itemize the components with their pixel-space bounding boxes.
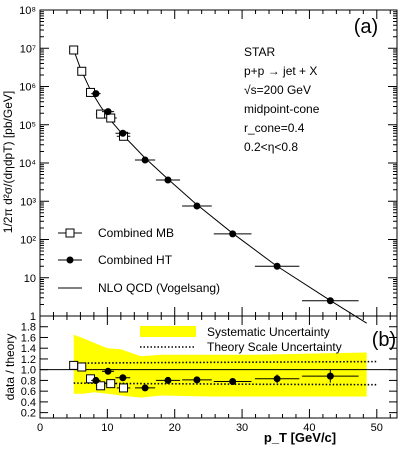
ht-ratio-point xyxy=(273,375,281,383)
y-tick-label-a: 1 xyxy=(30,311,36,323)
legend-a: Combined MB Combined HT NLO QCD (Vogelsa… xyxy=(58,226,220,295)
y-tick-label-a: 10³ xyxy=(20,196,36,208)
x-axis-label: p_T [GeV/c] xyxy=(264,430,336,445)
legend-mb-label: Combined MB xyxy=(98,226,174,240)
y-tick-label-a: 10⁴ xyxy=(19,158,36,170)
ht-ratio-point xyxy=(92,376,100,384)
ht-ratio-point xyxy=(193,376,201,384)
y-tick-label-b: 0.2 xyxy=(21,408,36,420)
x-tick-label: 10 xyxy=(101,422,113,434)
ht-ratio-point xyxy=(119,374,127,382)
y-tick-label-a: 10⁵ xyxy=(19,120,36,132)
x-tick-label: 20 xyxy=(169,422,181,434)
mb-ratio-point xyxy=(96,381,106,391)
y-tick-label-b: 0.6 xyxy=(21,386,36,398)
mb-ratio-point xyxy=(69,360,79,370)
systematic-uncertainty-band xyxy=(73,334,367,398)
ht-ratio-point xyxy=(326,372,334,380)
x-tick-label: 30 xyxy=(236,422,248,434)
data-points-layer-b xyxy=(69,360,359,393)
mb-ratio-point xyxy=(77,362,87,372)
ht-point xyxy=(141,156,149,164)
mb-point xyxy=(96,109,106,119)
panel-b-x-axis: 0 10 20 30 40 50 xyxy=(37,316,391,434)
y-tick-label-a: 10⁷ xyxy=(20,43,36,55)
legend-nlo-label: NLO QCD (Vogelsang) xyxy=(98,281,220,295)
ht-ratio-point xyxy=(164,376,172,384)
x-tick-label: 50 xyxy=(371,422,383,434)
info-line-4: midpoint-cone xyxy=(244,102,320,116)
info-line-2: p+p → jet + X xyxy=(244,64,317,78)
x-tick-label: 0 xyxy=(37,422,43,434)
panel-b-y-axis-label: data / theory xyxy=(3,334,17,401)
y-tick-label-b: 1.0 xyxy=(21,365,36,377)
legend-ht-marker xyxy=(66,256,74,264)
panel-a-y-axis: 1 10 10² 10³ 10⁴ 10⁵ 10⁶ 10⁷ 10⁸ xyxy=(19,5,397,323)
legend-scale-label: Theory Scale Uncertainty xyxy=(207,340,342,354)
ratio-reference-lines xyxy=(40,360,397,386)
mb-point xyxy=(106,113,116,123)
info-line-6: 0.2<η<0.8 xyxy=(244,140,298,154)
y-tick-label-b: 0.4 xyxy=(21,397,36,409)
legend-b: Systematic Uncertainty Theory Scale Unce… xyxy=(140,325,342,354)
ht-ratio-point xyxy=(229,377,237,385)
legend-ht-label: Combined HT xyxy=(98,253,173,267)
ht-point xyxy=(193,202,201,210)
info-line-1: STAR xyxy=(244,45,275,59)
legend-syst-swatch xyxy=(140,326,196,337)
panel-a-cross-section: 1 10 10² 10³ 10⁴ 10⁵ 10⁶ 10⁷ 10⁸ 1/2π d²σ/(dηdpT… xyxy=(1,5,398,324)
ht-point xyxy=(119,129,127,137)
y-tick-label-b: 1.8 xyxy=(21,322,36,334)
systematic-band-layer xyxy=(73,334,367,398)
ht-point xyxy=(164,176,172,184)
ht-ratio-point xyxy=(141,384,149,392)
panel-a-y-axis-label: 1/2π d²σ/(dηdpT) [pb/GeV] xyxy=(1,91,15,233)
ht-point xyxy=(92,90,100,98)
y-tick-label-b: 0.8 xyxy=(21,375,36,387)
theory-scale-upper xyxy=(73,360,377,364)
panel-a-x-axis-ticks xyxy=(39,10,391,316)
mb-point xyxy=(69,45,79,55)
y-tick-label-b: 1.4 xyxy=(21,343,36,355)
panel-b-ratio: 0.20.40.60.81.01.21.41.61.8 0 10 20 30 40 50 … xyxy=(3,315,398,445)
panel-b-frame xyxy=(39,315,398,419)
y-tick-label-b: 1.6 xyxy=(21,332,36,344)
y-tick-label-a: 10⁸ xyxy=(19,5,36,17)
ht-point xyxy=(273,262,281,270)
ht-ratio-point xyxy=(104,367,112,375)
panel-b-tag: (b) xyxy=(372,329,396,351)
legend-syst-label: Systematic Uncertainty xyxy=(207,325,330,339)
legend-mb-marker xyxy=(65,228,75,238)
panel-b-y-axis: 0.20.40.60.81.01.21.41.61.8 xyxy=(21,322,397,420)
mb-ratio-point xyxy=(106,379,116,389)
y-tick-label-a: 10⁶ xyxy=(19,82,36,94)
data-points-layer-a xyxy=(69,45,359,305)
x-tick-label: 40 xyxy=(303,422,315,434)
panel-a-tag: (a) xyxy=(354,16,378,38)
mb-ratio-point xyxy=(119,383,129,393)
y-tick-label-b: 1.2 xyxy=(21,354,36,366)
info-line-3: √s=200 GeV xyxy=(244,83,311,97)
mb-point xyxy=(77,66,87,76)
y-tick-label-a: 10 xyxy=(24,273,36,285)
info-line-5: r_cone=0.4 xyxy=(244,121,305,135)
ht-point xyxy=(104,108,112,116)
ht-point xyxy=(326,297,334,305)
y-tick-label-a: 10² xyxy=(20,235,36,247)
ht-point xyxy=(229,230,237,238)
info-text-block: STAR p+p → jet + X √s=200 GeV midpoint-c… xyxy=(244,45,320,154)
theory-scale-lower xyxy=(73,382,377,386)
